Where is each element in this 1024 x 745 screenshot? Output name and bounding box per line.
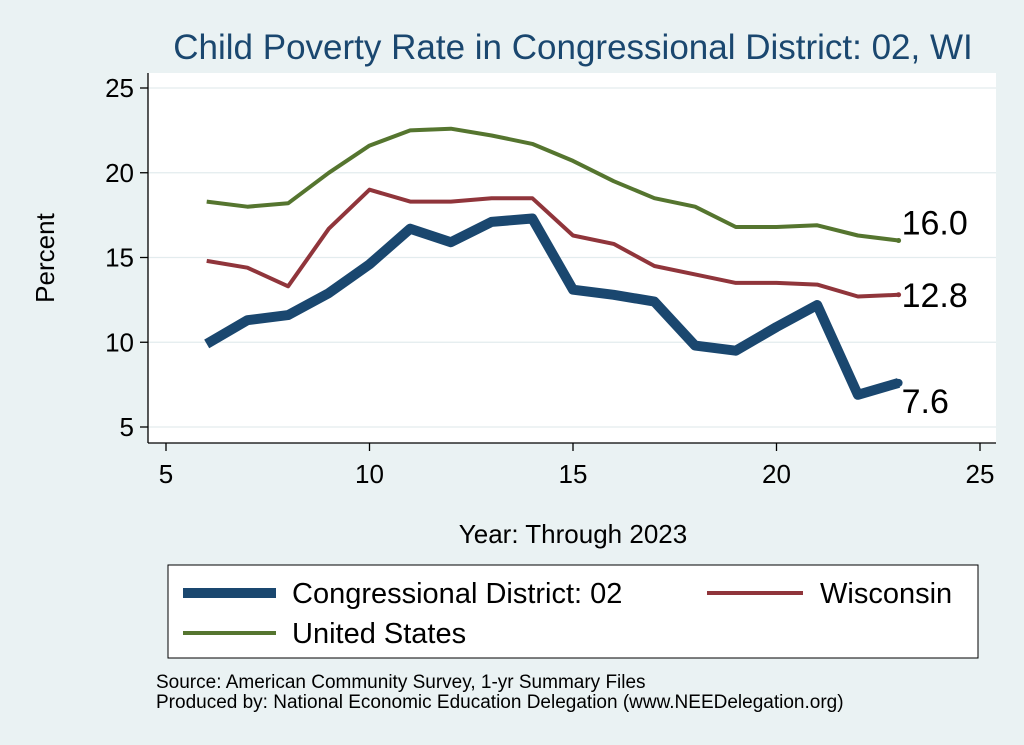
x-tick-label: 10 [355, 459, 384, 489]
y-tick-label: 5 [120, 412, 134, 442]
series-end-point [896, 292, 902, 298]
y-tick-label: 25 [105, 73, 134, 103]
end-labels: 7.6 12.8 16.0 [902, 205, 968, 421]
axes: 5 10 15 20 25 5 10 15 20 25 [105, 73, 996, 489]
legend-box [167, 564, 979, 659]
source-note: Source: American Community Survey, 1-yr … [156, 672, 646, 693]
legend-label: United States [292, 618, 466, 650]
x-tick-label: 20 [762, 459, 791, 489]
series-lines [204, 126, 903, 400]
y-tick-label: 10 [105, 327, 134, 357]
series-end-point [896, 238, 902, 244]
x-tick-label: 25 [966, 459, 995, 489]
end-label: 12.8 [902, 277, 968, 315]
series-line [206, 126, 899, 243]
end-label: 16.0 [902, 205, 968, 243]
legend: Congressional District: 02 Wisconsin Unite… [167, 564, 979, 659]
y-tick-label: 20 [105, 158, 134, 188]
x-tick-label: 5 [159, 459, 173, 489]
series-line [206, 187, 899, 299]
end-label: 7.6 [902, 383, 949, 421]
producer-note: Produced by: National Economic Education… [156, 692, 844, 713]
x-axis-label: Year: Through 2023 [459, 519, 687, 549]
y-axis-label: Percent [30, 212, 60, 302]
legend-label: Wisconsin [820, 578, 952, 610]
series-line [204, 213, 901, 400]
legend-label: Congressional District: 02 [292, 578, 622, 610]
y-tick-label: 15 [105, 243, 134, 273]
x-tick-label: 15 [559, 459, 588, 489]
chart-title: Child Poverty Rate in Congressional Dist… [173, 28, 972, 67]
gridlines [148, 87, 996, 428]
series-end-point [894, 378, 903, 387]
